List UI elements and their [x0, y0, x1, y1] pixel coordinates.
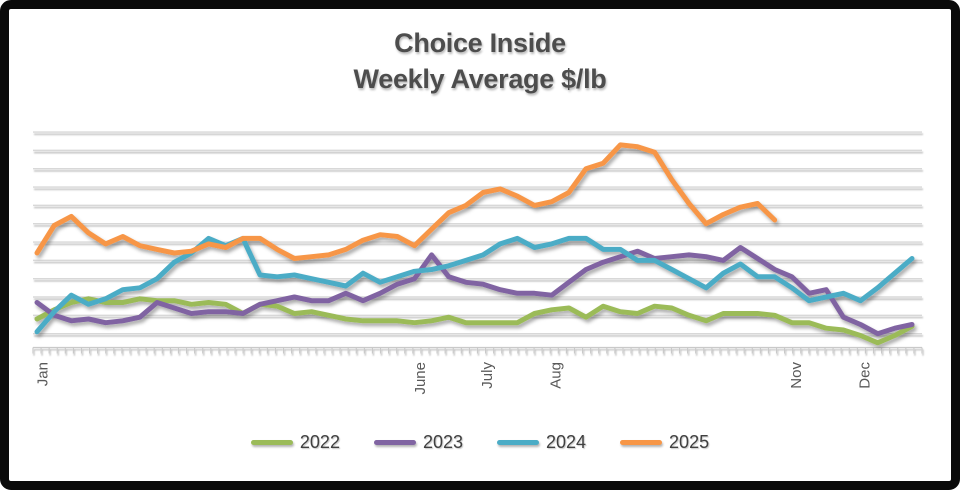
legend-label-2025: 2025	[669, 432, 710, 452]
legend-item-2024: 2024	[497, 432, 586, 453]
series-line-2022	[34, 296, 915, 346]
series-lines	[34, 142, 915, 346]
series-line-2023	[34, 245, 915, 337]
legend-swatch-2023	[373, 440, 416, 445]
month-label-nov: Nov	[788, 362, 805, 389]
chart-legend: 2022 2023 2024 2025	[0, 432, 960, 453]
month-label-july: July	[479, 362, 496, 389]
legend-label-2022: 2022	[299, 432, 340, 452]
x-axis-month-labels: Jan June July Aug Nov Dec	[35, 362, 874, 395]
series-line-2025	[34, 142, 778, 261]
legend-swatch-2022	[250, 440, 293, 445]
month-label-dec: Dec	[856, 362, 873, 389]
legend-item-2023: 2023	[373, 432, 463, 453]
legend-swatch-2024	[497, 440, 539, 445]
legend-item-2022: 2022	[250, 432, 340, 453]
legend-label-2023: 2023	[422, 432, 463, 452]
series-line-2024	[34, 235, 915, 335]
month-label-aug: Aug	[548, 362, 565, 389]
chart-title-line2: Weekly Average $/lb	[353, 63, 607, 94]
x-axis-ticks	[32, 346, 923, 354]
chart-title-line1: Choice Inside	[394, 28, 566, 58]
legend-swatch-2025	[620, 440, 663, 445]
legend-item-2025: 2025	[620, 432, 709, 453]
chart-title: Choice Inside Weekly Average $/lb	[0, 26, 960, 97]
legend-label-2024: 2024	[546, 432, 587, 452]
month-label-june: June	[412, 362, 429, 395]
month-label-jan: Jan	[35, 362, 52, 386]
